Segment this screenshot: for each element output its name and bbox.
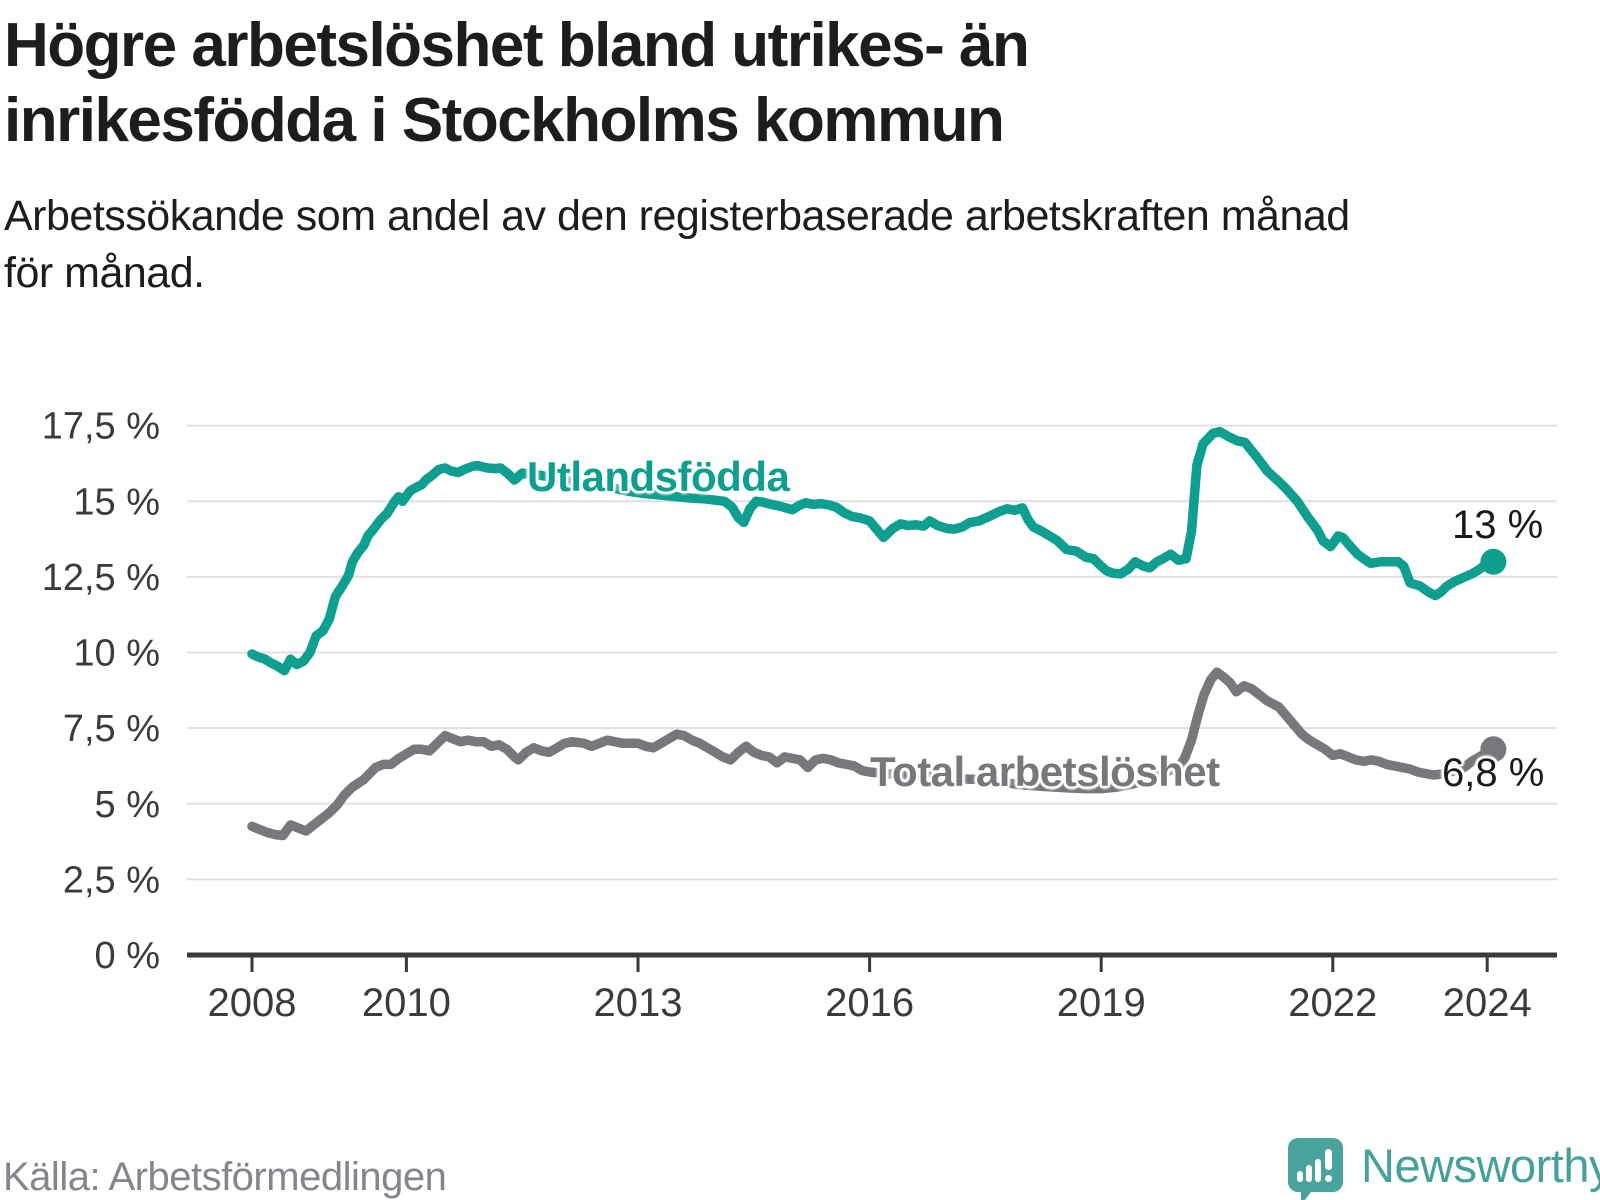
title-line-2: inrikesfödda i Stockholms kommun — [4, 86, 1005, 155]
subtitle-line-1: Arbetssökande som andel av den registerb… — [4, 192, 1350, 240]
y-tick-label: 15 % — [73, 481, 160, 523]
subtitle-line-2: för månad. — [4, 249, 205, 297]
newsworthy-bubble-chart-icon — [1288, 1138, 1343, 1200]
source-note: Källa: Arbetsförmedlingen — [3, 1155, 447, 1199]
x-tick-label: 2008 — [208, 981, 297, 1025]
x-tick-label: 2022 — [1288, 981, 1377, 1025]
series-end-dot-1 — [1480, 736, 1507, 763]
y-tick-label: 12,5 % — [42, 557, 160, 599]
page-title: Högre arbetslöshet bland utrikes- än inr… — [4, 8, 1030, 158]
title-line-1: Högre arbetslöshet bland utrikes- än — [4, 11, 1030, 80]
x-tick-label: 2016 — [825, 981, 914, 1025]
x-tick-label: 2010 — [362, 981, 451, 1025]
series-line-1 — [247, 667, 1499, 841]
y-tick-label: 7,5 % — [63, 708, 160, 750]
y-tick-label: 0 % — [95, 935, 160, 977]
x-tick-label: 2024 — [1443, 981, 1532, 1025]
series-label-total-arbetsloshet: Total arbetslöshet — [870, 748, 1220, 795]
x-tick-label: 2013 — [594, 981, 683, 1025]
end-value-total-arbetsloshet: 6,8 % — [1442, 751, 1545, 795]
chart-subtitle: Arbetssökande som andel av den registerb… — [4, 188, 1350, 302]
newsworthy-logo: Newsworthy — [1288, 1138, 1600, 1200]
y-tick-label: 10 % — [73, 633, 160, 675]
newsworthy-wordmark: Newsworthy — [1361, 1139, 1600, 1192]
series-line-0 — [247, 426, 1499, 676]
series-end-dot-0 — [1480, 548, 1507, 575]
end-value-utlandsfodda: 13 % — [1452, 503, 1544, 547]
series-label-utlandsfodda: Utlandsfödda — [527, 453, 790, 500]
x-tick-label: 2019 — [1057, 981, 1146, 1025]
y-tick-label: 5 % — [95, 784, 160, 826]
y-tick-label: 2,5 % — [63, 859, 160, 901]
y-tick-label: 17,5 % — [42, 406, 160, 448]
